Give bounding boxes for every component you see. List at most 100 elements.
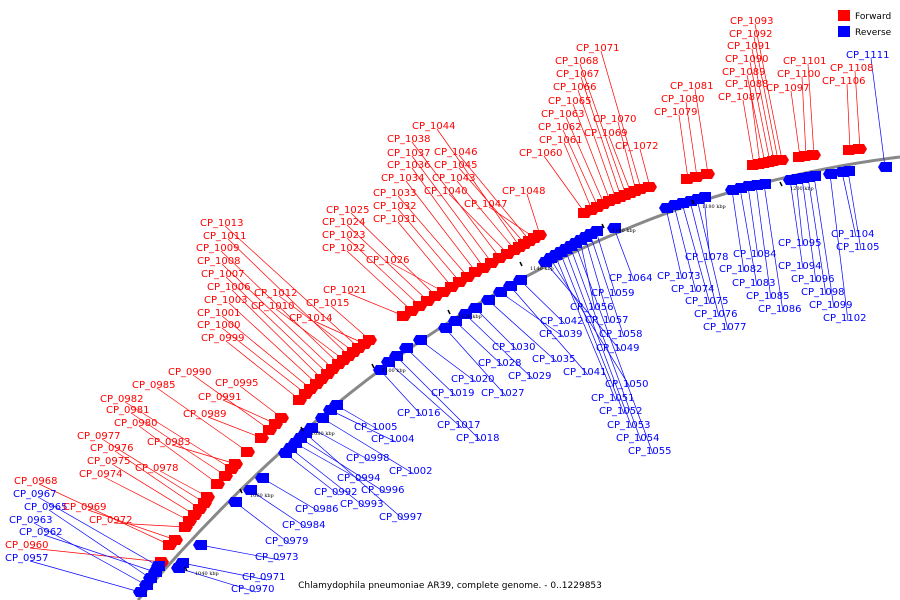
gene-glyph-cp_1042 [513, 275, 527, 285]
gene-label-cp_0972: CP_0972 [89, 515, 132, 526]
gene-label-cp_1006: CP_1006 [207, 282, 250, 293]
gene-glyph-cp_1027 [438, 323, 452, 333]
connector-cp_1052 [559, 251, 625, 415]
gene-glyph-cp_1002 [315, 413, 329, 423]
gene-label-cp_1094: CP_1094 [778, 261, 821, 272]
connector-cp_1030 [474, 307, 518, 351]
gene-label-cp_1078: CP_1078 [685, 252, 728, 263]
connector-cp_0997 [304, 432, 405, 521]
gene-label-cp_1033: CP_1033 [373, 188, 416, 199]
connector-cp_0970 [177, 567, 257, 593]
gene-label-cp_1020: CP_1020 [451, 374, 494, 385]
gene-label-cp_1070: CP_1070 [593, 114, 636, 125]
gene-label-cp_1079: CP_1079 [654, 107, 697, 118]
gene-label-cp_1012: CP_1012 [254, 288, 297, 299]
connector-cp_1065 [572, 103, 611, 202]
connector-cp_1002 [321, 417, 415, 475]
gene-label-cp_1008: CP_1008 [197, 256, 240, 267]
connector-cp_1039 [499, 291, 565, 338]
gene-glyph-cp_0980 [211, 479, 225, 489]
connector-cp_1044 [436, 128, 521, 248]
connector-cp_1100 [801, 76, 807, 157]
connector-cp_1017 [387, 361, 463, 429]
gene-label-cp_0976: CP_0976 [90, 443, 133, 454]
gene-label-cp_0993: CP_0993 [340, 499, 383, 510]
connector-cp_0990 [192, 374, 271, 431]
connector-cp_0986 [261, 477, 321, 513]
gene-label-cp_0980: CP_0980 [114, 418, 157, 429]
connector-cp_1010 [275, 308, 345, 361]
connector-cp_0965 [48, 509, 151, 579]
gene-label-cp_1091: CP_1091 [727, 41, 770, 52]
gene-glyph-cp_0995 [275, 413, 289, 423]
connector-cp_1076 [689, 200, 720, 318]
connector-cp_0968 [38, 483, 171, 546]
gene-label-cp_1011: CP_1011 [203, 231, 246, 242]
connector-cp_0998 [310, 427, 372, 462]
map-caption: Chlamydophila pneumoniae AR39, complete … [298, 581, 602, 591]
gene-glyph-cp_1039 [493, 287, 507, 297]
connector-cp_1013 [224, 225, 360, 349]
gene-label-cp_1099: CP_1099 [809, 300, 852, 311]
gene-label-cp_1071: CP_1071 [576, 43, 619, 54]
gene-glyph-cp_1064 [607, 223, 621, 233]
connector-cp_1074 [673, 204, 697, 293]
connector-cp_0973 [199, 544, 281, 561]
gene-label-cp_1023: CP_1023 [322, 230, 365, 241]
gene-label-cp_1084: CP_1084 [733, 249, 776, 260]
gene-label-cp_1035: CP_1035 [532, 354, 575, 365]
gene-label-cp_1010: CP_1010 [251, 301, 294, 312]
connector-cp_1096 [801, 177, 817, 283]
gene-label-cp_1030: CP_1030 [492, 342, 535, 353]
connector-cp_1001 [221, 315, 312, 390]
connector-cp_1087 [742, 99, 755, 166]
connector-cp_1021 [347, 292, 405, 317]
legend-reverse-label: Reverse [855, 28, 892, 38]
gene-glyph-cp_1020 [413, 335, 427, 345]
tick-mark [601, 223, 605, 229]
gene-label-cp_0997: CP_0997 [379, 512, 422, 523]
connector-cp_1059 [595, 230, 617, 297]
connector-cp_1019 [405, 347, 457, 397]
connector-cp_0994 [294, 442, 363, 482]
connector-cp_1042 [519, 279, 566, 325]
gene-label-cp_1108: CP_1108 [830, 63, 873, 74]
gene-label-cp_0992: CP_0992 [314, 487, 357, 498]
connector-cp_0967 [37, 496, 159, 567]
gene-glyph-cp_0985 [241, 447, 255, 457]
gene-label-cp_1047: CP_1047 [464, 199, 507, 210]
gene-label-cp_1072: CP_1072 [615, 141, 658, 152]
connector-cp_1094 [789, 179, 804, 270]
gene-glyph-cp_1019 [399, 343, 413, 353]
connector-cp_1028 [454, 320, 504, 367]
connector-cp_0962 [43, 534, 156, 573]
gene-label-cp_0967: CP_0967 [13, 489, 56, 500]
tick-mark [447, 309, 451, 315]
connector-cp_1007 [225, 276, 329, 375]
connector-cp_1086 [763, 183, 784, 313]
gene-label-cp_1092: CP_1092 [729, 29, 772, 40]
gene-glyph-cp_1080 [690, 172, 704, 182]
connector-cp_1050 [549, 257, 631, 388]
connector-cp_1047 [488, 206, 536, 239]
connector-cp_1071 [600, 50, 642, 190]
connector-cp_1026 [390, 262, 445, 293]
gene-label-cp_1102: CP_1102 [823, 313, 866, 324]
connector-cp_0989 [207, 416, 263, 439]
gene-label-cp_1048: CP_1048 [502, 186, 545, 197]
gene-label-cp_0963: CP_0963 [9, 515, 52, 526]
gene-label-cp_1064: CP_1064 [609, 273, 652, 284]
gene-glyph-cp_1102 [823, 169, 837, 179]
gene-label-cp_0970: CP_0970 [231, 584, 274, 595]
connector-cp_0957 [29, 560, 141, 593]
gene-glyph-cp_1072 [643, 182, 657, 192]
gene-label-cp_0999: CP_0999 [201, 333, 244, 344]
gene-label-cp_1007: CP_1007 [201, 269, 244, 280]
connector-cp_1092 [753, 36, 779, 161]
connector-cp_1078 [703, 196, 711, 261]
gene-glyph-cp_1099 [807, 171, 821, 181]
gene-label-cp_1028: CP_1028 [478, 358, 521, 369]
gene-label-cp_1080: CP_1080 [661, 94, 704, 105]
connector-cp_1098 [807, 176, 827, 296]
gene-glyph-cp_0965 [143, 573, 157, 583]
